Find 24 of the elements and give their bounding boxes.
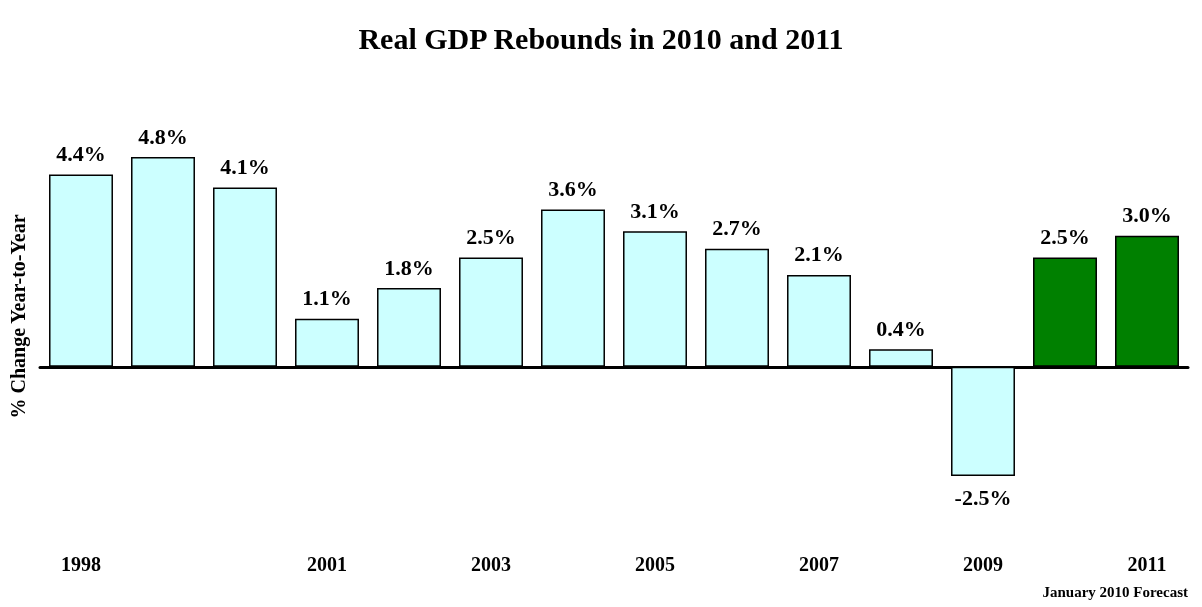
- text: January 2010 Forecast: [1042, 583, 1189, 600]
- data-label: 1.8%: [384, 254, 434, 280]
- x-tick-label: 2011: [1127, 553, 1167, 575]
- data-label: 3.0%: [1122, 202, 1172, 228]
- x-tick-label: 2005: [635, 553, 675, 575]
- data-label: -2.5%: [954, 484, 1012, 510]
- x-tick-label: 1998: [61, 553, 101, 575]
- chart-title: Real GDP Rebounds in 2010 and 2011: [358, 21, 844, 55]
- data-label: 3.6%: [548, 175, 598, 201]
- y-axis-title: % Change Year-to-Year: [7, 214, 30, 419]
- data-label: 0.4%: [876, 315, 926, 341]
- data-label: 4.4%: [56, 140, 106, 166]
- x-tick-label: 2009: [963, 553, 1003, 575]
- data-label: 3.1%: [630, 197, 680, 223]
- x-tick-label: 2003: [471, 553, 511, 575]
- data-label: 2.1%: [794, 241, 844, 267]
- x-tick-label: 2007: [799, 553, 839, 575]
- data-label: 1.1%: [302, 285, 352, 311]
- data-label: 2.5%: [1040, 224, 1090, 250]
- data-label: 2.7%: [712, 215, 762, 241]
- data-label: 4.1%: [220, 154, 270, 180]
- data-label: 4.8%: [138, 123, 188, 149]
- x-tick-label: 2001: [307, 553, 347, 575]
- data-label: 2.5%: [466, 224, 516, 250]
